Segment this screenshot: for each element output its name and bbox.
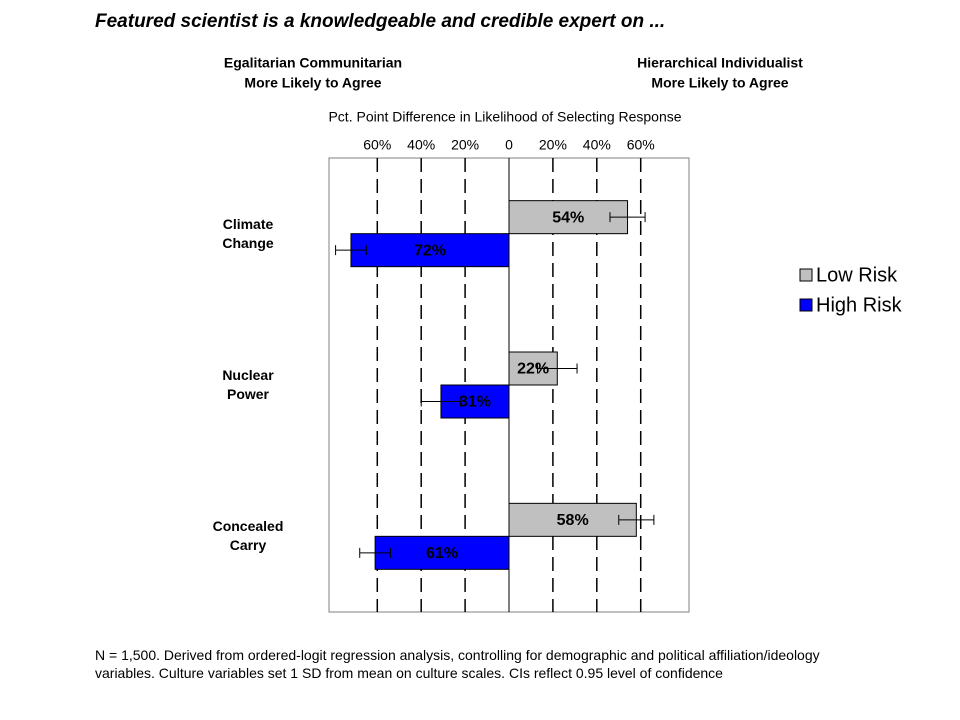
category-label: Climate Change xyxy=(222,215,274,251)
chart-title: Featured scientist is a knowledgeable an… xyxy=(95,11,665,32)
right-header: More Likely to Agree xyxy=(651,75,788,91)
bar xyxy=(508,200,629,235)
data-label: 22% xyxy=(517,361,549,378)
x-tick-label: 0 xyxy=(505,137,513,153)
x-tick-label: 60% xyxy=(363,137,391,153)
x-tick-label: 40% xyxy=(583,137,611,153)
x-axis-label: Pct. Point Difference in Likelihood of S… xyxy=(328,109,681,125)
x-tick-label: 20% xyxy=(451,137,479,153)
left-header: Egalitarian Communitarian xyxy=(224,55,402,71)
legend-swatch xyxy=(799,268,813,282)
left-header: More Likely to Agree xyxy=(244,75,381,91)
x-tick-label: 20% xyxy=(539,137,567,153)
data-label: 54% xyxy=(552,209,584,226)
legend-label: High Risk xyxy=(816,294,903,316)
bar xyxy=(508,502,637,537)
data-label: 58% xyxy=(557,512,589,529)
error-bar xyxy=(618,514,655,525)
footnote: N = 1,500. Derived from ordered-logit re… xyxy=(95,647,820,681)
data-label: 61% xyxy=(426,545,458,562)
x-tick-label: 60% xyxy=(627,137,655,153)
legend-label: Low Risk xyxy=(816,264,898,286)
error-bar xyxy=(420,396,462,407)
legend-swatch xyxy=(799,298,813,312)
category-label: Concealed Carry xyxy=(212,518,284,554)
error-bar xyxy=(609,212,646,223)
bar xyxy=(374,535,510,570)
data-label: 72% xyxy=(414,242,446,259)
error-bar xyxy=(335,245,367,256)
right-header: Hierarchical Individualist xyxy=(637,55,803,71)
data-label: 31% xyxy=(459,394,491,411)
error-bar xyxy=(537,363,578,374)
x-tick-label: 40% xyxy=(407,137,435,153)
error-bar xyxy=(359,547,391,558)
category-label: Nuclear Power xyxy=(222,367,274,402)
bar xyxy=(350,233,510,268)
